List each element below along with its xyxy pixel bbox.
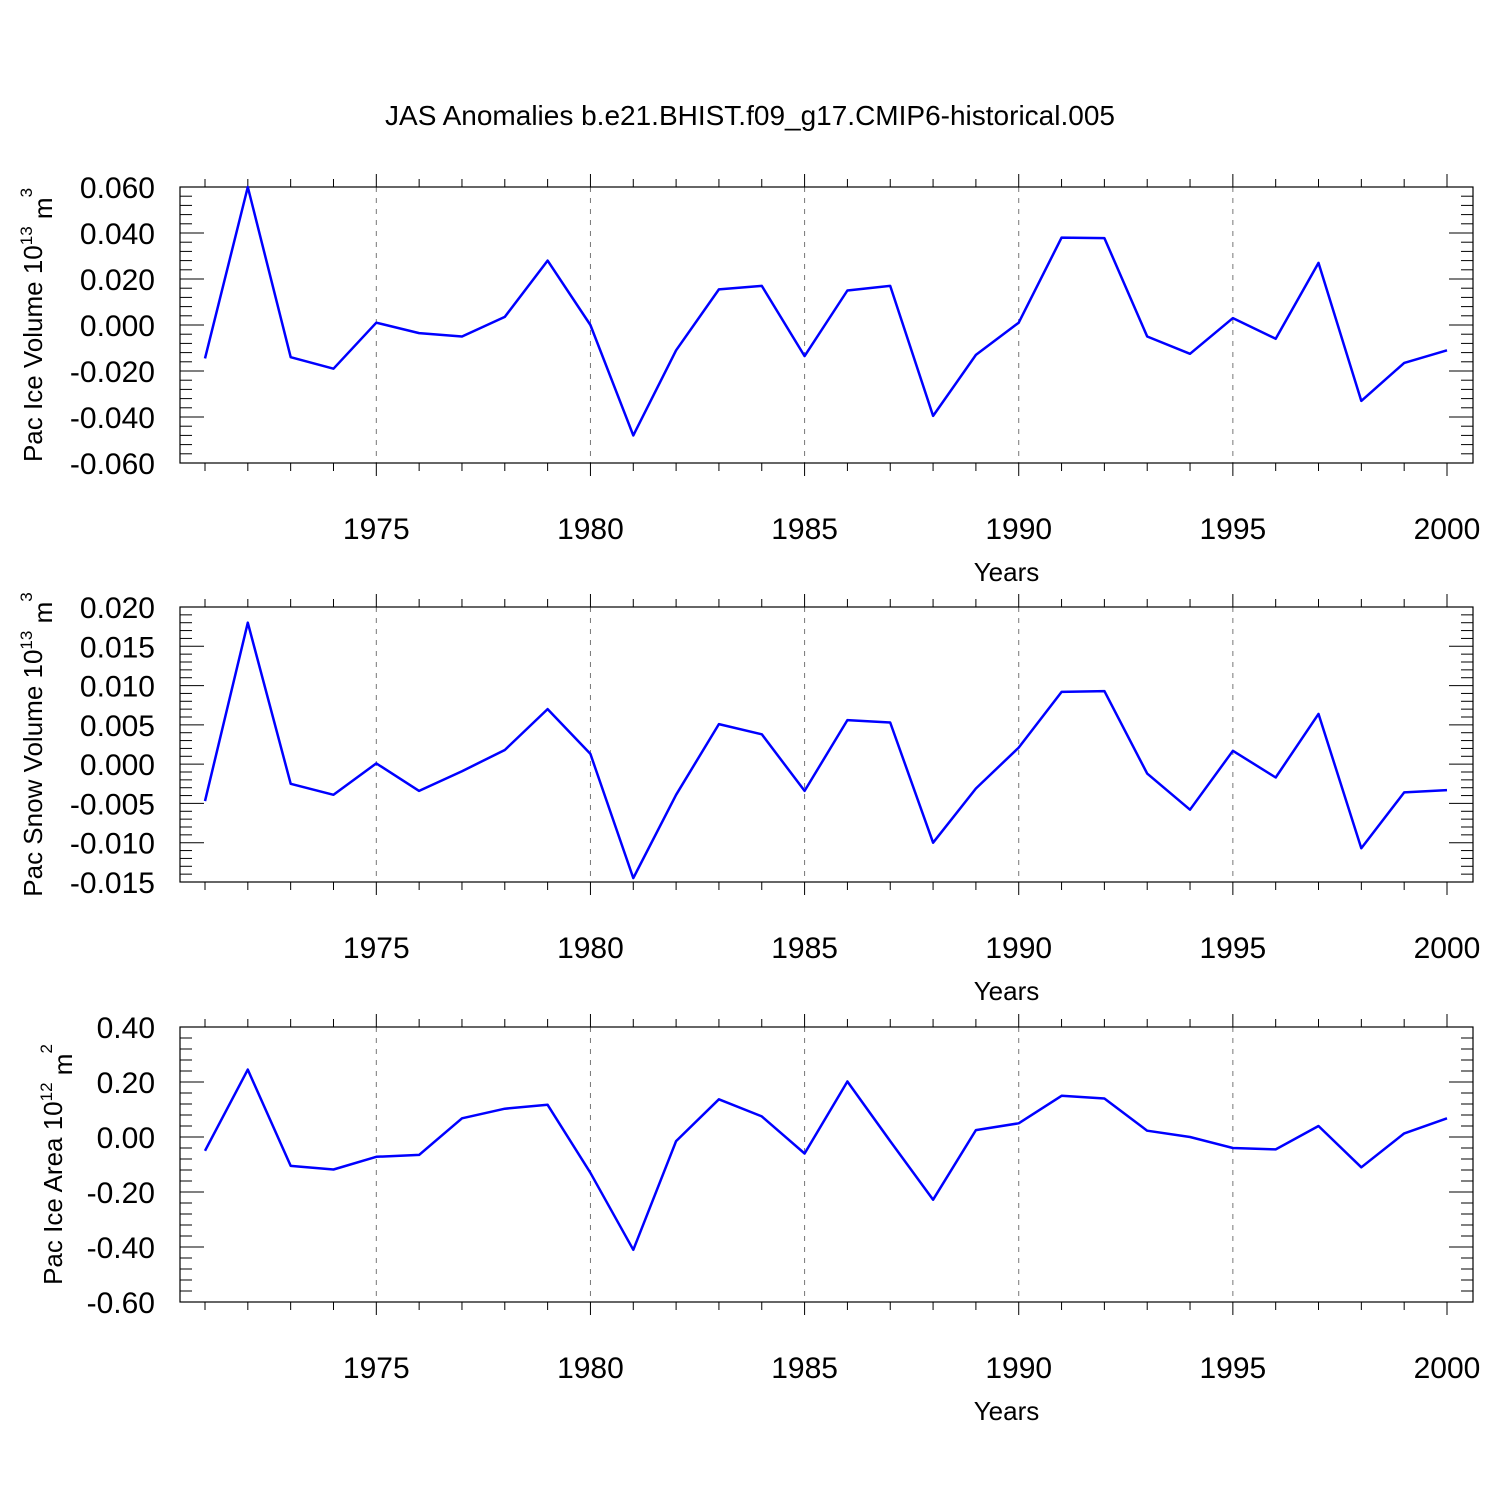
y-tick-label: 0.20 bbox=[97, 1067, 155, 1100]
x-tick-label: 1995 bbox=[1199, 1352, 1266, 1385]
x-tick-label: 1995 bbox=[1199, 513, 1266, 546]
x-tick-label: 1990 bbox=[985, 1352, 1052, 1385]
y-label-ylabel-text: Pac Ice Volume 10 bbox=[18, 245, 48, 462]
series-line bbox=[203, 185, 1448, 437]
x-axis-label: Years bbox=[974, 976, 1040, 1006]
series-line bbox=[203, 621, 1448, 880]
y-label-ylabel-unit: m bbox=[28, 197, 58, 226]
y-tick-label: -0.060 bbox=[70, 448, 155, 481]
y-tick-label: 0.040 bbox=[80, 218, 155, 251]
y-label-ylabel-text: Pac Ice Area 10 bbox=[38, 1101, 68, 1285]
y-label-ylabel-unit: m bbox=[48, 1054, 78, 1083]
panel-1: 1975 1980 1985 1990 1995 2000 0.060 0.040 0.020 0… bbox=[17, 172, 1480, 587]
y-tick-label: -0.020 bbox=[70, 356, 155, 389]
plot-frame bbox=[179, 606, 1474, 883]
y-tick-label: -0.20 bbox=[87, 1177, 155, 1210]
y-tick-label: 0.020 bbox=[80, 592, 155, 625]
y-label-ylabel-exp: 13 bbox=[17, 226, 36, 245]
x-tick-label: 1995 bbox=[1199, 932, 1266, 965]
y-tick-label: 0.020 bbox=[80, 264, 155, 297]
y-tick-label: -0.40 bbox=[87, 1232, 155, 1265]
panels: 1975 1980 1985 1990 1995 2000 0.060 0.040 0.020 0… bbox=[17, 172, 1480, 1426]
y-tick-label: 0.060 bbox=[80, 172, 155, 205]
plot-frame bbox=[179, 1026, 1474, 1303]
x-tick-label: 2000 bbox=[1414, 1352, 1481, 1385]
y-label-ylabel-unit: m bbox=[28, 602, 58, 631]
x-tick-label: 2000 bbox=[1414, 513, 1481, 546]
y-label-ylabel-exp: 12 bbox=[37, 1082, 56, 1101]
panel-2: 1975 1980 1985 1990 1995 2000 0.020 0.015 0.010 0… bbox=[17, 592, 1480, 1006]
figure-title: JAS Anomalies b.e21.BHIST.f09_g17.CMIP6-… bbox=[385, 100, 1115, 131]
y-label-ylabel-exp: 13 bbox=[17, 631, 36, 650]
x-tick-label: 1985 bbox=[771, 1352, 838, 1385]
y-axis-label: Pac Ice Area 1012 m2 bbox=[37, 1044, 78, 1285]
panel-3: 1975 1980 1985 1990 1995 2000 0.40 0.20 0.00 -0.2… bbox=[37, 1012, 1480, 1426]
y-label-ylabel-unit-exp: 2 bbox=[37, 1044, 56, 1053]
x-axis-label: Years bbox=[974, 557, 1040, 587]
x-tick-label: 1980 bbox=[557, 932, 624, 965]
y-tick-label: 0.010 bbox=[80, 671, 155, 704]
x-tick-label: 1975 bbox=[343, 932, 410, 965]
y-tick-label: 0.005 bbox=[80, 710, 155, 743]
x-tick-label: 1980 bbox=[557, 1352, 624, 1385]
x-tick-label: 1980 bbox=[557, 513, 624, 546]
y-tick-label: 0.000 bbox=[80, 749, 155, 782]
y-label-ylabel-unit-exp: 3 bbox=[17, 592, 36, 601]
x-tick-label: 1975 bbox=[343, 513, 410, 546]
x-tick-label: 1990 bbox=[985, 513, 1052, 546]
y-label-ylabel-unit-exp: 3 bbox=[17, 188, 36, 197]
y-tick-label: -0.015 bbox=[70, 867, 155, 900]
y-tick-label: -0.005 bbox=[70, 788, 155, 821]
y-axis-label: Pac Ice Volume 1013 m3 bbox=[17, 188, 58, 462]
y-tick-label: -0.010 bbox=[70, 828, 155, 861]
y-tick-label: -0.040 bbox=[70, 402, 155, 435]
y-tick-label: -0.60 bbox=[87, 1287, 155, 1320]
y-label-ylabel-text: Pac Snow Volume 10 bbox=[18, 650, 48, 897]
x-tick-label: 2000 bbox=[1414, 932, 1481, 965]
x-tick-label: 1975 bbox=[343, 1352, 410, 1385]
y-tick-label: 0.015 bbox=[80, 631, 155, 664]
x-tick-label: 1985 bbox=[771, 513, 838, 546]
y-tick-label: 0.40 bbox=[97, 1012, 155, 1045]
y-tick-label: 0.000 bbox=[80, 310, 155, 343]
y-axis-label: Pac Snow Volume 1013 m3 bbox=[17, 592, 58, 896]
y-tick-label: 0.00 bbox=[97, 1122, 155, 1155]
x-tick-label: 1990 bbox=[985, 932, 1052, 965]
series-line bbox=[203, 1068, 1448, 1252]
x-tick-label: 1985 bbox=[771, 932, 838, 965]
x-axis-label: Years bbox=[974, 1396, 1040, 1426]
